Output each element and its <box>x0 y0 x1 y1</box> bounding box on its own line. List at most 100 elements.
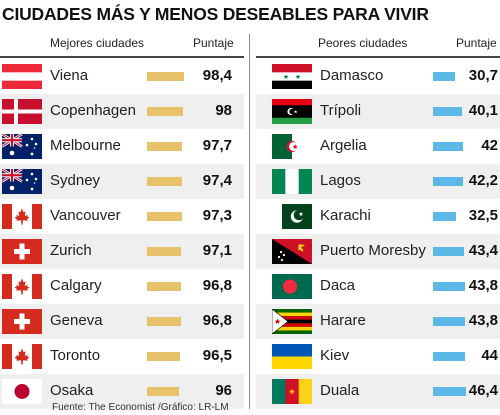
canada-flag <box>2 204 42 229</box>
table-row: Melbourne 97,7 <box>0 129 244 164</box>
score-label: 43,8 <box>468 277 498 294</box>
city-name: Zurich <box>50 242 92 259</box>
score-label: 43,8 <box>468 312 498 329</box>
table-row: Lagos 42,2 <box>256 164 500 199</box>
score-bar <box>147 387 179 396</box>
switzerland-flag <box>2 239 42 264</box>
city-name: Argelia <box>320 137 367 154</box>
city-name: Trípoli <box>320 102 362 119</box>
city-name: Damasco <box>320 67 384 84</box>
table-row: Daca 43,8 <box>256 269 500 304</box>
score-label: 43,4 <box>468 242 498 259</box>
cameroon-flag <box>272 379 312 404</box>
bangladesh-flag <box>272 274 312 299</box>
score-label: 96 <box>215 382 232 399</box>
score-label: 96,8 <box>202 277 232 294</box>
score-bar <box>147 142 183 151</box>
city-name: Duala <box>320 382 360 399</box>
worst-score-header: Puntaje <box>456 36 497 50</box>
score-bar <box>433 317 465 326</box>
score-label: 96,5 <box>202 347 232 364</box>
score-label: 46,4 <box>468 382 498 399</box>
score-bar <box>147 282 181 291</box>
table-row: Harare 43,8 <box>256 304 500 339</box>
score-label: 97,3 <box>202 207 232 224</box>
score-label: 98 <box>215 102 232 119</box>
table-row: Karachi 32,5 <box>256 199 500 234</box>
header-rule-right <box>256 56 500 58</box>
city-name: Copenhagen <box>50 102 136 119</box>
score-bar <box>147 177 182 186</box>
score-bar <box>433 142 464 151</box>
score-bar <box>147 72 184 81</box>
city-name: Kiev <box>320 347 350 364</box>
city-name: Geneva <box>50 312 103 329</box>
score-label: 97,7 <box>202 137 232 154</box>
canada-flag <box>2 344 42 369</box>
table-row: Trípoli 40,1 <box>256 94 500 129</box>
table-row: Argelia 42 <box>256 129 500 164</box>
score-label: 44 <box>481 347 498 364</box>
table-row: Zurich 97,1 <box>0 234 244 269</box>
city-name: Melbourne <box>50 137 121 154</box>
score-bar <box>147 317 181 326</box>
denmark-flag <box>2 99 42 124</box>
column-divider <box>249 34 250 409</box>
city-name: Osaka <box>50 382 94 399</box>
table-row: Duala 46,4 <box>256 374 500 409</box>
ukraine-flag <box>272 344 312 369</box>
score-bar <box>147 247 182 256</box>
switzerland-flag <box>2 309 42 334</box>
city-name: Viena <box>50 67 89 84</box>
papua-new-guinea-flag <box>272 239 312 264</box>
city-name: Karachi <box>320 207 371 224</box>
score-bar <box>433 247 465 256</box>
table-row: Copenhagen 98 <box>0 94 244 129</box>
zimbabwe-flag <box>272 309 312 334</box>
score-label: 98,4 <box>202 67 232 84</box>
score-bar <box>433 107 462 116</box>
austria-flag <box>2 64 42 89</box>
score-bar <box>433 282 465 291</box>
worst-cities-header: Peores ciudades <box>318 36 408 50</box>
score-label: 30,7 <box>468 67 498 84</box>
score-bar <box>433 387 467 396</box>
table-row: Toronto 96,5 <box>0 339 244 374</box>
city-name: Lagos <box>320 172 361 189</box>
table-row: Viena 98,4 <box>0 59 244 94</box>
score-bar <box>147 212 182 221</box>
table-row: Damasco 30,7 <box>256 59 500 94</box>
city-name: Vancouver <box>50 207 121 224</box>
best-cities-header: Mejores ciudades <box>50 36 145 50</box>
source-note: Fuente: The Economist /Gráfico: LR-LM <box>52 402 229 413</box>
japan-flag <box>2 379 42 404</box>
score-label: 42 <box>481 137 498 154</box>
table-row: Sydney 97,4 <box>0 164 244 199</box>
algeria-flag <box>272 134 312 159</box>
score-label: 96,8 <box>202 312 232 329</box>
score-bar <box>147 107 183 116</box>
table-row: Osaka 96 <box>0 374 244 409</box>
table-row: Geneva 96,8 <box>0 304 244 339</box>
table-row: Vancouver 97,3 <box>0 199 244 234</box>
city-name: Sydney <box>50 172 101 189</box>
score-label: 32,5 <box>468 207 498 224</box>
chart-title: CIUDADES MÁS Y MENOS DESEABLES PARA VIVI… <box>2 4 429 24</box>
score-bar <box>433 352 465 361</box>
syria-flag <box>272 64 312 89</box>
australia-flag <box>2 169 42 194</box>
libya-flag <box>272 99 312 124</box>
city-name: Calgary <box>50 277 102 294</box>
best-score-header: Puntaje <box>193 36 234 50</box>
score-bar <box>433 177 464 186</box>
pakistan-flag <box>272 204 312 229</box>
city-name: Toronto <box>50 347 101 364</box>
canada-flag <box>2 274 42 299</box>
nigeria-flag <box>272 169 312 194</box>
city-name: Puerto Moresby <box>320 242 426 259</box>
score-bar <box>433 72 456 81</box>
score-bar <box>433 212 457 221</box>
score-label: 40,1 <box>468 102 498 119</box>
australia-flag <box>2 134 42 159</box>
city-name: Harare <box>320 312 366 329</box>
